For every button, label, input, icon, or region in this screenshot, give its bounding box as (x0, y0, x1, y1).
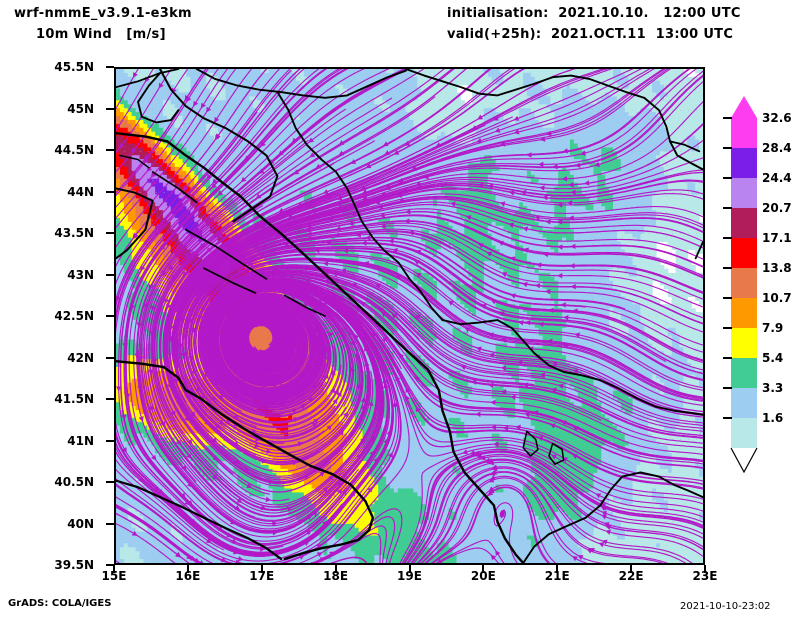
colorbar-value-label: 32.6 (762, 111, 792, 125)
lon-tick-label: 17E (249, 569, 275, 583)
lat-tick-mark (106, 522, 114, 525)
lat-tick-mark (106, 190, 114, 193)
lat-tick-label: 42.5N (54, 309, 94, 323)
lon-tick-mark (260, 565, 263, 573)
colorbar-min-arrow (731, 448, 757, 470)
initialisation-time: initialisation: 2021.10.10. 12:00 UTC (447, 6, 741, 21)
colorbar-band (731, 328, 757, 358)
lat-tick-mark (106, 149, 114, 151)
colorbar-band (731, 418, 757, 448)
lon-tick-mark (482, 565, 485, 573)
lon-tick-label: 23E (692, 569, 718, 583)
lat-tick-mark (106, 107, 114, 110)
colorbar-value-label: 13.8 (762, 261, 792, 275)
lat-tick-mark (106, 398, 114, 400)
lat-tick-mark (106, 481, 114, 483)
wind-streamlines (116, 69, 703, 563)
coastlines-and-borders (116, 69, 703, 563)
colorbar-band (731, 178, 757, 208)
colorbar-tick-mark (723, 147, 732, 149)
field-title: 10m Wind [m/s] (36, 27, 166, 42)
colorbar-tick-mark (723, 417, 732, 419)
lat-tick-label: 44N (67, 184, 94, 199)
colorbar-value-label: 10.7 (762, 291, 792, 305)
lat-tick-mark (106, 273, 114, 276)
lat-tick-label: 43N (67, 267, 94, 282)
lon-tick-label: 20E (470, 569, 496, 583)
colorbar-value-label: 20.7 (762, 201, 792, 215)
colorbar-band (731, 238, 757, 268)
valid-time: valid(+25h): 2021.OCT.11 13:00 UTC (447, 27, 734, 42)
lon-tick-label: 19E (397, 569, 422, 583)
lat-tick-label: 44.5N (54, 143, 94, 157)
colorbar-tick-mark (723, 297, 732, 299)
colorbar-band (731, 298, 757, 328)
lon-tick-mark (334, 565, 337, 573)
lat-tick-label: 40.5N (54, 475, 94, 489)
colorbar-tick-mark (723, 237, 732, 239)
lon-tick-mark (113, 565, 115, 573)
colorbar-band (731, 118, 757, 148)
lon-tick-mark (186, 565, 189, 573)
colorbar-value-label: 5.4 (762, 351, 784, 365)
lon-tick-label: 18E (323, 569, 349, 583)
colorbar-tick-mark (723, 177, 732, 179)
lat-tick-label: 41N (67, 433, 94, 448)
wind-speed-colorbar (731, 118, 757, 448)
lat-tick-mark (106, 66, 114, 68)
colorbar-tick-mark (723, 327, 732, 329)
model-title: wrf-nmmE_v3.9.1-e3km (14, 6, 192, 21)
colorbar-band (731, 148, 757, 178)
lat-tick-mark (106, 232, 114, 234)
colorbar-min-arrow-outline (730, 448, 758, 474)
lat-tick-mark (106, 564, 114, 566)
lon-tick-mark (556, 565, 559, 573)
lon-tick-label: 16E (175, 569, 201, 583)
colorbar-value-label: 17.1 (762, 231, 792, 245)
lat-tick-mark (106, 356, 114, 359)
colorbar-value-label: 7.9 (762, 321, 784, 335)
wind-speed-map (116, 69, 703, 563)
lat-tick-mark (106, 439, 114, 442)
colorbar-max-arrow (731, 96, 757, 118)
lon-tick-mark (630, 565, 633, 573)
lat-tick-label: 45.5N (54, 60, 94, 74)
colorbar-value-label: 1.6 (762, 411, 784, 425)
lat-tick-label: 45N (67, 101, 94, 116)
colorbar-tick-mark (723, 117, 732, 119)
footer-timestamp: 2021-10-10-23:02 (680, 601, 771, 612)
colorbar-band (731, 268, 757, 298)
colorbar-value-label: 3.3 (762, 381, 784, 395)
lon-tick-mark (408, 565, 411, 573)
colorbar-band (731, 208, 757, 238)
footer-attribution: GrADS: COLA/IGES (8, 598, 112, 609)
lat-tick-label: 39.5N (54, 558, 94, 572)
lat-tick-label: 42N (67, 350, 94, 365)
colorbar-tick-mark (723, 387, 732, 389)
colorbar-tick-mark (723, 357, 732, 359)
colorbar-band (731, 388, 757, 418)
lon-tick-mark (704, 565, 706, 573)
colorbar-value-label: 24.4 (762, 171, 792, 185)
lat-tick-label: 40N (67, 516, 94, 531)
map-plot-area (114, 67, 705, 565)
lon-tick-label: 21E (544, 569, 570, 583)
colorbar-band (731, 358, 757, 388)
colorbar-tick-mark (723, 207, 732, 209)
lat-tick-label: 43.5N (54, 226, 94, 240)
lon-tick-label: 15E (101, 569, 127, 583)
colorbar-value-label: 28.4 (762, 141, 792, 155)
lat-tick-label: 41.5N (54, 392, 94, 406)
lat-tick-mark (106, 315, 114, 317)
colorbar-tick-mark (723, 267, 732, 269)
lon-tick-label: 22E (618, 569, 644, 583)
